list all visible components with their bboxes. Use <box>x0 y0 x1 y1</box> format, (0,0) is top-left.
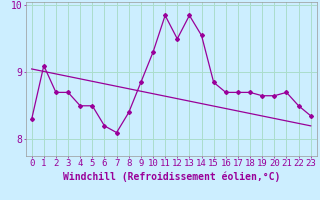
X-axis label: Windchill (Refroidissement éolien,°C): Windchill (Refroidissement éolien,°C) <box>62 171 280 182</box>
